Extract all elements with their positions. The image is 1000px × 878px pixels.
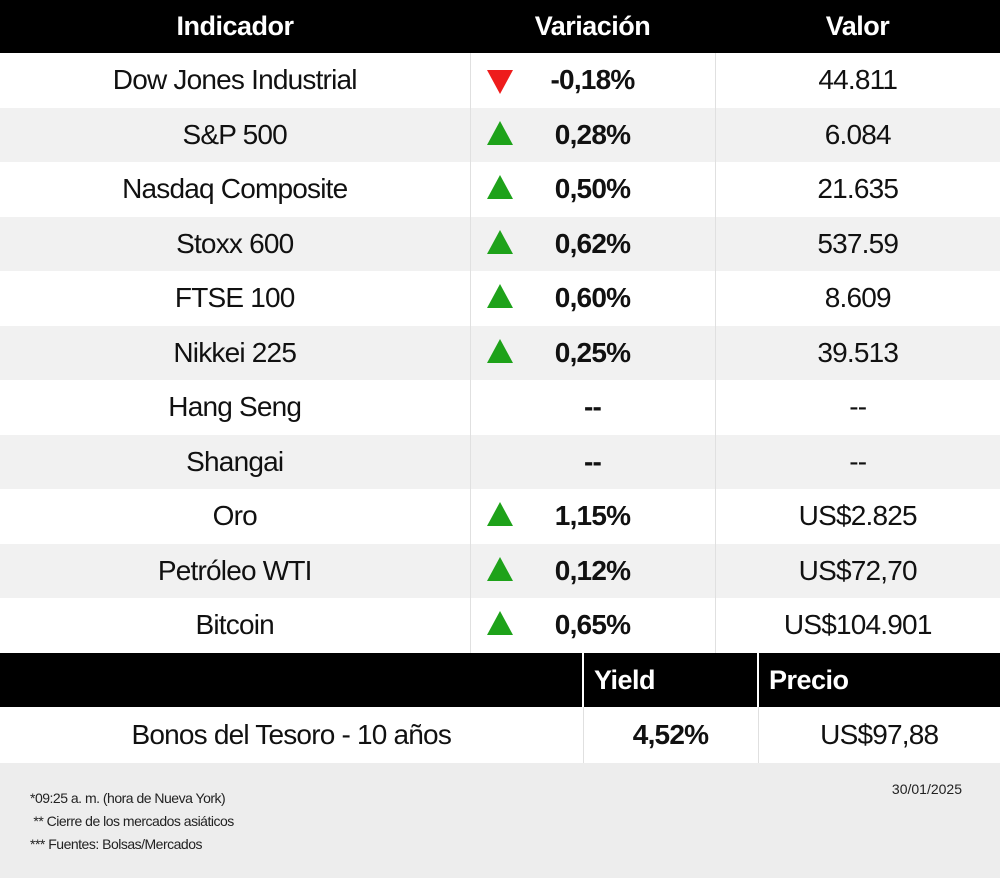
bond-row: Bonos del Tesoro - 10 años 4,52% US$97,8… [0,707,1000,763]
table-row: FTSE 100 0,60% 8.609 [0,271,1000,326]
arrow-up-icon [486,338,513,363]
report-date: 30/01/2025 [891,781,962,797]
indicator-name: Hang Seng [168,391,302,423]
table-row: Nikkei 225 0,25% 39.513 [0,325,1000,380]
bond-yield: 4,52% [582,707,758,763]
variation-cell: 0,50% [469,162,715,217]
footer: *09:25 a. m. (hora de Nueva York) ** Cie… [0,763,1000,878]
footnote-sources: *** Fuentes: Bolsas/Mercados [30,836,202,852]
variation-cell: 0,65% [469,598,715,653]
table-row: Stoxx 600 0,62% 537.59 [0,216,1000,271]
indicator-value: 21.635 [714,162,1000,217]
variation-cell: 1,15% [469,489,715,544]
indicator-value: -- [714,434,1000,489]
bond-name: Bonos del Tesoro - 10 años [0,707,583,763]
variation-value: 0,60% [554,282,631,314]
variation-cell: -0,18% [469,53,715,108]
variation-cell: 0,60% [469,271,715,326]
indicator-value: 39.513 [714,325,1000,380]
market-table-body: Dow Jones Industrial -0,18% 44.811 S&P 500 0… [0,53,1000,653]
header-indicator: Indicador [0,0,470,53]
footnote-asian-markets: ** Cierre de los mercados asiáticos [30,813,234,829]
header-variation: Variación [470,0,715,53]
variation-value: -- [583,391,602,423]
arrow-down-icon [486,70,513,95]
table-header-row: Indicador Variación Valor [0,0,1000,53]
variation-cell: -- [469,434,715,489]
header-value: Valor [715,0,1000,53]
indicator-value: 8.609 [714,271,1000,326]
indicator-value: US$72,70 [714,543,1000,598]
arrow-up-icon [486,229,513,254]
variation-value: -- [583,445,602,477]
indicator-value: -- [714,380,1000,435]
variation-cell: 0,28% [469,107,715,162]
indicator-name: S&P 500 [0,107,470,162]
bond-header-row: Yield Precio [0,653,1000,707]
arrow-up-icon [486,175,513,200]
variation-value: 0,62% [554,227,631,259]
header-yield: Yield [582,653,758,707]
indicator-name: Shangai [0,434,470,489]
table-row: Shangai -- -- [0,434,1000,489]
indicator-value: US$104.901 [714,598,1000,653]
table-row: Dow Jones Industrial -0,18% 44.811 [0,53,1000,108]
footnotes: *09:25 a. m. (hora de Nueva York) ** Cie… [30,787,234,856]
header-price: Precio [757,653,1000,707]
variation-value: -0,18% [550,64,636,96]
arrow-up-icon [486,120,513,145]
indicator-name: Bitcoin [195,609,275,641]
variation-value: 0,25% [554,336,631,368]
indicator-value: 6.084 [714,107,1000,162]
table-row: Hang Seng -- -- [0,380,1000,435]
variation-cell: 0,25% [469,325,715,380]
arrow-up-icon [486,502,513,527]
footnote-time: *09:25 a. m. (hora de Nueva York) [30,790,226,806]
indicator-name: Stoxx 600 [0,216,470,271]
indicator-name: FTSE 100 [174,282,295,314]
bond-table: Yield Precio Bonos del Tesoro - 10 años … [0,653,1000,763]
indicator-value: 44.811 [714,53,1000,108]
indicator-name: Nikkei 225 [0,325,470,380]
table-row: Petróleo WTI 0,12% US$72,70 [0,543,1000,598]
market-indicators-table: Indicador Variación Valor Dow Jones Indu… [0,0,1000,653]
indicator-name: Nasdaq Composite [122,173,348,205]
variation-value: 1,15% [554,500,631,532]
arrow-up-icon [486,611,513,636]
indicator-name: Oro [212,500,258,532]
variation-cell: 0,12% [469,543,715,598]
variation-value: 0,12% [554,554,631,586]
indicator-value: 537.59 [714,216,1000,271]
table-row: Nasdaq Composite 0,50% 21.635 [0,162,1000,217]
table-row: Oro 1,15% US$2.825 [0,489,1000,544]
bond-header-empty [0,653,583,707]
variation-cell: -- [469,380,715,435]
variation-value: 0,50% [554,173,631,205]
variation-value: 0,28% [554,118,631,150]
indicator-value: US$2.825 [714,489,1000,544]
table-row: S&P 500 0,28% 6.084 [0,107,1000,162]
table-row: Bitcoin 0,65% US$104.901 [0,598,1000,653]
variation-value: 0,65% [554,609,631,641]
arrow-up-icon [486,556,513,581]
arrow-up-icon [486,284,513,309]
bond-price: US$97,88 [757,707,1000,763]
indicator-name: Dow Jones Industrial [112,64,358,96]
variation-cell: 0,62% [469,216,715,271]
indicator-name: Petróleo WTI [0,543,470,598]
